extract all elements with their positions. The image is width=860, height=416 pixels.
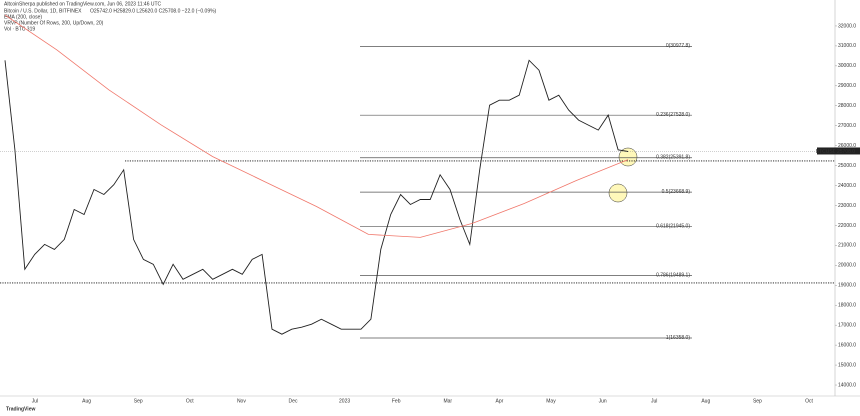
x-tick-label: Jul [651, 398, 657, 404]
fib-label: 0.236(27528.0) [656, 112, 690, 118]
y-tick-label: 22000.0 [838, 223, 856, 229]
x-tick-label: Mar [443, 398, 452, 404]
y-tick-label: 25000.0 [838, 163, 856, 169]
x-tick-label: Jul [32, 398, 38, 404]
y-tick-label: 14000.0 [838, 382, 856, 388]
y-tick-label: 29000.0 [838, 83, 856, 89]
fib-label: 0.618(21945.0) [656, 223, 690, 229]
price-line [4, 59, 629, 335]
x-tick-label: Nov [237, 398, 246, 404]
last-price-label: 25708.0 [837, 149, 855, 155]
author-line: AltcoinSherpa published on TradingView.c… [4, 1, 162, 7]
x-tick-label: Jun [599, 398, 607, 404]
x-tick-label: Aug [701, 398, 710, 404]
x-tick-label: Oct [186, 398, 194, 404]
x-tick-label: Sep [134, 398, 143, 404]
logo: TradingView [6, 406, 35, 412]
y-tick-label: 31000.0 [838, 43, 856, 49]
x-tick-label: Dec [289, 398, 298, 404]
y-tick-label: 26000.0 [838, 143, 856, 149]
symbol-box [817, 147, 835, 155]
fib-label: 0.5(23668.9) [662, 189, 691, 195]
vol-line: Vol · BTC 319 [4, 26, 35, 32]
fib-label: 1(16358.0) [666, 335, 691, 341]
symbol-label: BTCUSD [816, 149, 837, 155]
ohlc: O25742.0 H25829.0 L25620.0 C25708.0 −22.… [90, 8, 217, 14]
y-tick-label: 30000.0 [838, 63, 856, 69]
y-tick-label: 27000.0 [838, 123, 856, 129]
y-tick-label: 23000.0 [838, 203, 856, 209]
ema-name: EMA (200, close) [4, 14, 42, 20]
y-tick-label: 24000.0 [838, 183, 856, 189]
y-tick-label: 20000.0 [838, 263, 856, 269]
x-tick-label: Feb [392, 398, 401, 404]
fib-label: 0.382(25391.8) [656, 155, 690, 161]
y-tick-label: 19000.0 [838, 283, 856, 289]
highlight-circle [608, 183, 628, 203]
x-tick-label: Oct [805, 398, 813, 404]
y-tick-label: 28000.0 [838, 103, 856, 109]
y-tick-label: 21000.0 [838, 243, 856, 249]
x-tick-label: Sep [753, 398, 762, 404]
fib-label: 0.786(19489.1) [656, 272, 690, 278]
x-tick-label: Aug [82, 398, 91, 404]
y-tick-label: 16000.0 [838, 342, 856, 348]
last-price-box [835, 147, 860, 155]
y-tick-label: 15000.0 [838, 362, 856, 368]
vrvp-line: VRVP (Number Of Rows, 200, Up/Down, 20) [4, 20, 104, 26]
ema-line [4, 14, 629, 238]
x-tick-label: Apr [496, 398, 504, 404]
symbol-name: Bitcoin / U.S. Dollar, 1D, BITFINEX [4, 8, 82, 14]
fib-label: 0(30977.8) [666, 43, 691, 49]
y-tick-label: 17000.0 [838, 323, 856, 329]
y-tick-label: 32000.0 [838, 23, 856, 29]
x-tick-label: 2023 [339, 398, 350, 404]
x-tick-label: May [546, 398, 556, 404]
y-tick-label: 18000.0 [838, 303, 856, 309]
